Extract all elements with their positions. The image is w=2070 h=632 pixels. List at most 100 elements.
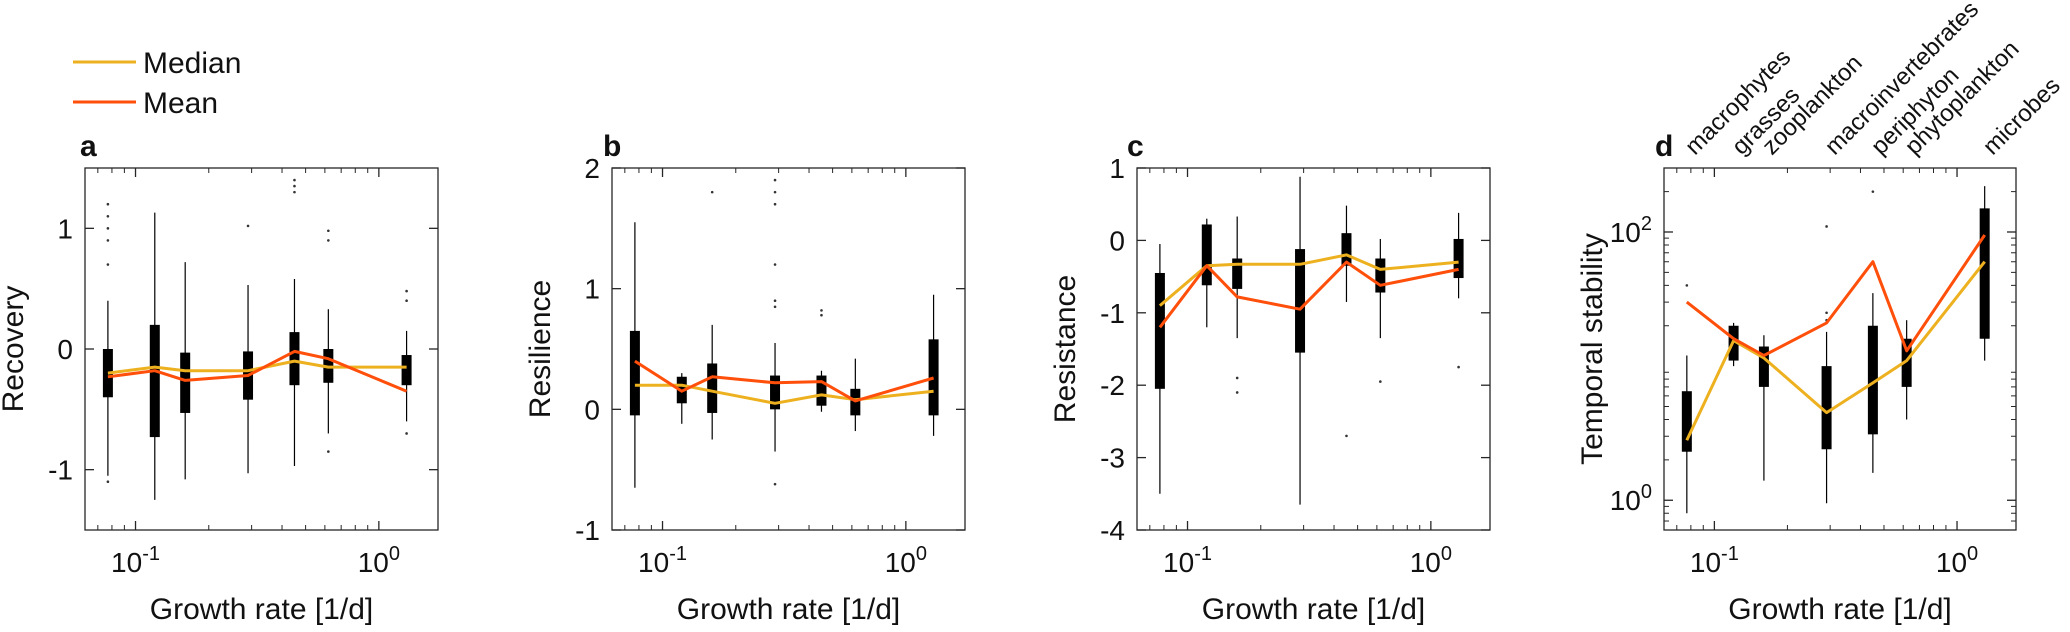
x-tick-label: 100 [1410, 543, 1452, 578]
box-group [102, 202, 113, 484]
series-line-mean [1685, 234, 1986, 357]
y-tick-label: -2 [1100, 370, 1125, 401]
outlier-point [327, 450, 330, 453]
outlier-point [820, 309, 823, 312]
box-group [149, 212, 160, 500]
outlier-point [106, 214, 110, 218]
box [401, 355, 412, 386]
outlier-point [773, 482, 777, 486]
x-tick-label: 100 [885, 543, 927, 578]
box [629, 330, 640, 416]
x-axis-label: Growth rate [1/d] [677, 593, 900, 626]
axes-box [1663, 167, 2017, 531]
outlier-point [773, 263, 777, 266]
outlier-point [106, 480, 110, 484]
box-group [928, 294, 939, 436]
x-tick-label: 10-1 [638, 543, 687, 578]
axes-box [84, 167, 439, 531]
outlier-point [773, 305, 777, 309]
y-axis-label: Resilience [524, 280, 557, 418]
box-group [816, 309, 827, 412]
box [1901, 338, 1912, 387]
box-group [850, 358, 861, 432]
outlier-point [106, 227, 110, 230]
box-group [243, 224, 254, 474]
box [289, 332, 300, 386]
x-axis-label: Growth rate [1/d] [1728, 593, 1951, 626]
box [707, 363, 718, 413]
box-group [1375, 238, 1386, 383]
box-group [707, 190, 718, 440]
box [1758, 346, 1769, 387]
series-line-mean [107, 349, 408, 393]
x-tick-label: 10-1 [1690, 543, 1739, 578]
y-tick-label: 1 [57, 213, 73, 244]
box [928, 339, 939, 416]
box [1979, 208, 1990, 339]
panel-c: 10-1 100 -4 -3 -2 -1 0 1 Growth rate [1/d] Resist… [1049, 130, 1491, 626]
box-group [1295, 176, 1306, 505]
y-tick-label: 2 [584, 153, 600, 184]
outlier-point [327, 239, 330, 242]
outlier-point [1235, 376, 1239, 380]
y-tick-label: 1 [584, 274, 600, 305]
outlier-point [405, 299, 408, 303]
outlier-point [106, 263, 110, 266]
y-tick-label: -4 [1100, 515, 1125, 546]
box-group [1728, 322, 1739, 367]
box [770, 375, 781, 410]
axes-box [611, 167, 966, 531]
outlier-point [293, 190, 296, 194]
series-line-median [1685, 260, 1986, 441]
outlier-point [1457, 365, 1460, 369]
box [1154, 272, 1165, 389]
panel-letter: d [1655, 130, 1673, 163]
outlier-point [1379, 380, 1382, 383]
box-group [289, 178, 300, 467]
box-group [1232, 216, 1243, 394]
box [816, 375, 827, 406]
y-tick-label: -1 [575, 515, 600, 546]
series-line-mean [1158, 260, 1459, 329]
outlier-point [405, 289, 408, 293]
outlier-point [773, 190, 777, 194]
y-tick-label: -1 [48, 455, 73, 486]
box [1821, 366, 1832, 450]
panel-d: 10-1 100 100 102 Growth rate [1/d] Temporal s… [1576, 0, 2066, 626]
panel-letter: c [1127, 130, 1144, 163]
outlier-point [1685, 284, 1689, 287]
box-group [1453, 212, 1464, 369]
y-axis-label: Temporal stability [1576, 233, 1609, 465]
outlier-point [293, 178, 296, 182]
box [1375, 258, 1386, 293]
legend-median-label: Median [143, 47, 241, 80]
box [1453, 238, 1464, 279]
box-group [629, 222, 640, 488]
box [1341, 233, 1352, 266]
x-tick-label: 100 [358, 543, 400, 578]
outlier-point [1825, 311, 1828, 315]
box-group [1201, 218, 1212, 328]
panel-a: 10-1 100 -1 0 1 Growth rate [1/d] Recovery a [0, 130, 439, 626]
outlier-point [773, 299, 777, 303]
box [149, 324, 160, 438]
outlier-point [773, 178, 777, 182]
legend-mean-label: Mean [143, 87, 218, 120]
box-group [1979, 186, 1990, 361]
y-axis-label: Resistance [1049, 275, 1082, 423]
outlier-point [773, 202, 777, 206]
axes-box [1136, 167, 1491, 531]
x-tick-label: 100 [1936, 543, 1978, 578]
outlier-point [293, 184, 296, 188]
box-group [770, 178, 781, 486]
box [1201, 224, 1212, 286]
outlier-point [710, 190, 714, 194]
series-line-median [107, 359, 407, 375]
outlier-point [327, 229, 330, 233]
x-tick-label: 10-1 [111, 543, 160, 578]
box-group [1821, 225, 1832, 504]
outlier-point [106, 239, 110, 242]
box-group [1154, 244, 1165, 494]
outlier-point [1825, 225, 1828, 228]
x-axis-label: Growth rate [1/d] [1202, 593, 1425, 626]
